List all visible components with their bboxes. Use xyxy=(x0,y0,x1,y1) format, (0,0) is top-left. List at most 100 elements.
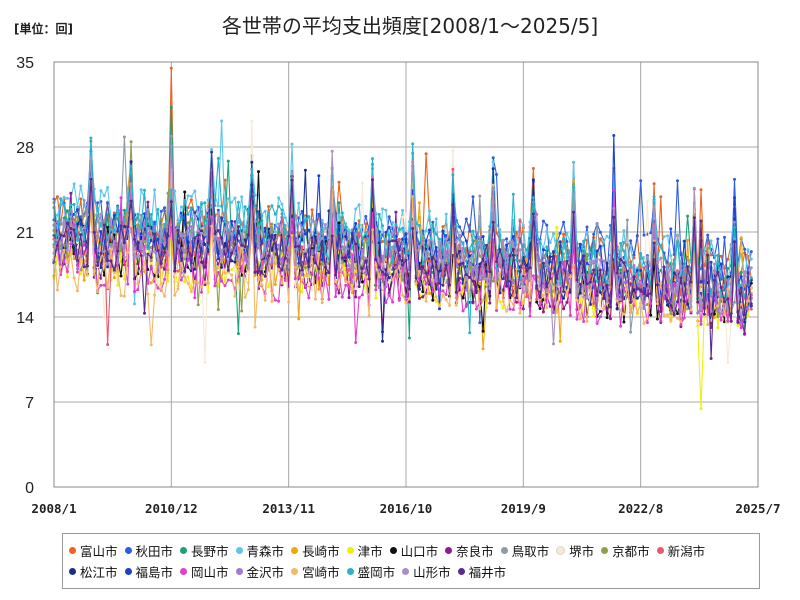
legend-item: 長野市 xyxy=(180,540,229,561)
data-point xyxy=(92,269,96,273)
data-point xyxy=(163,251,167,254)
data-point xyxy=(428,209,431,213)
data-point xyxy=(726,275,730,279)
data-point xyxy=(709,253,713,257)
data-point xyxy=(116,229,120,233)
data-point xyxy=(79,222,83,226)
data-point xyxy=(642,306,646,310)
data-point xyxy=(726,287,730,291)
data-point xyxy=(183,280,187,284)
data-point xyxy=(397,237,401,241)
data-point xyxy=(716,304,720,308)
data-point xyxy=(213,248,217,252)
data-point xyxy=(364,231,368,235)
data-point xyxy=(166,253,170,257)
data-point xyxy=(676,179,679,183)
data-point xyxy=(689,305,693,309)
data-point xyxy=(139,225,143,229)
data-point xyxy=(495,260,498,264)
data-point xyxy=(612,134,616,137)
data-point xyxy=(602,259,606,263)
data-point xyxy=(421,263,425,266)
data-point xyxy=(340,211,344,215)
data-point xyxy=(250,183,254,187)
data-point xyxy=(719,262,723,266)
data-point xyxy=(273,230,277,234)
data-point xyxy=(297,261,301,265)
data-point xyxy=(303,262,307,266)
y-tick-label: 0 xyxy=(25,480,34,497)
data-point xyxy=(163,222,167,226)
data-point xyxy=(712,312,716,316)
data-point xyxy=(210,224,214,228)
data-point xyxy=(189,290,193,294)
legend-label: 新潟市 xyxy=(667,544,706,559)
axes: 0 7 14 21 28 35 2008/1 2010/12 2013/11 2016/10 201… xyxy=(16,55,780,516)
legend-marker xyxy=(500,547,508,554)
data-point xyxy=(692,216,696,220)
data-point xyxy=(109,218,113,222)
data-point xyxy=(220,279,224,283)
data-point xyxy=(106,286,110,290)
data-point xyxy=(689,280,693,284)
data-point xyxy=(360,293,364,297)
data-point xyxy=(82,265,86,269)
data-point xyxy=(474,307,478,311)
data-point xyxy=(72,226,76,229)
data-point xyxy=(458,281,462,284)
data-point xyxy=(696,300,700,304)
legend-marker xyxy=(235,568,243,575)
data-point xyxy=(391,221,395,224)
data-point xyxy=(733,240,736,244)
data-point xyxy=(521,290,525,294)
data-point xyxy=(153,265,157,269)
data-point xyxy=(200,239,203,243)
data-point xyxy=(102,273,106,277)
legend-item: 堺市 xyxy=(556,540,594,561)
data-point xyxy=(230,268,234,272)
data-point xyxy=(558,281,562,285)
data-point xyxy=(159,209,163,213)
data-point xyxy=(585,225,589,229)
data-point xyxy=(572,210,576,214)
data-point xyxy=(498,233,502,237)
data-point xyxy=(495,173,498,176)
data-point xyxy=(531,274,535,278)
legend-marker xyxy=(124,568,132,575)
data-point xyxy=(585,319,589,323)
data-point xyxy=(474,235,478,239)
data-point xyxy=(112,249,116,252)
data-point xyxy=(334,295,338,299)
data-point xyxy=(655,261,659,265)
data-point xyxy=(585,261,589,265)
data-point xyxy=(65,248,69,252)
data-point xyxy=(525,287,529,291)
data-point xyxy=(464,278,468,282)
data-point xyxy=(146,292,150,296)
data-point xyxy=(233,223,237,227)
data-point xyxy=(629,311,633,315)
data-point xyxy=(565,256,569,260)
data-point xyxy=(468,229,472,233)
data-point xyxy=(119,274,123,278)
data-point xyxy=(743,294,747,298)
data-point xyxy=(176,269,180,273)
data-point xyxy=(347,296,351,300)
data-point xyxy=(159,265,163,269)
data-point xyxy=(267,254,271,258)
data-point xyxy=(122,241,126,244)
data-point xyxy=(314,261,317,265)
data-point xyxy=(639,179,643,183)
data-point xyxy=(270,248,274,252)
data-point xyxy=(538,307,542,310)
data-point xyxy=(431,220,435,224)
data-point xyxy=(246,233,250,237)
data-point xyxy=(401,263,405,267)
data-point xyxy=(163,241,167,245)
data-point xyxy=(582,295,586,299)
data-point xyxy=(699,407,703,411)
data-point xyxy=(629,263,633,267)
data-point xyxy=(377,212,381,216)
data-point xyxy=(605,280,609,284)
data-point xyxy=(76,241,79,244)
